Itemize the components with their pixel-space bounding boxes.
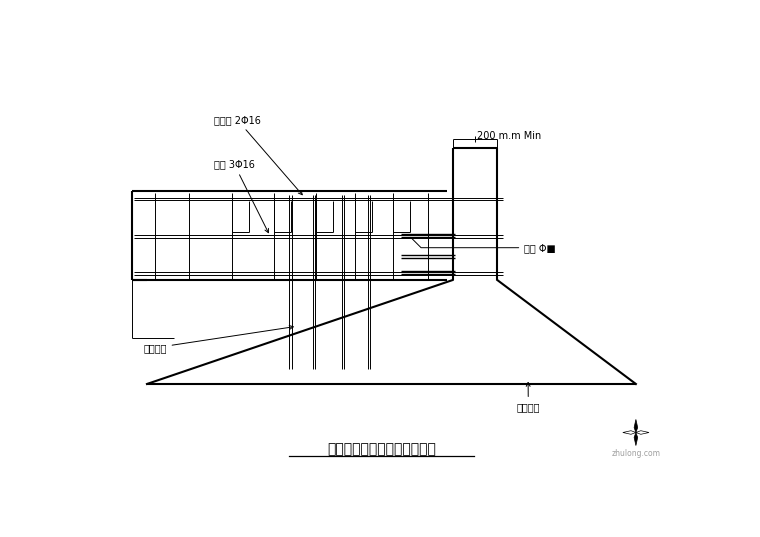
Text: 腰筋 3Φ16: 腰筋 3Φ16 [214, 159, 268, 233]
Text: zhulong.com: zhulong.com [611, 449, 660, 458]
Text: 上下筋 2Φ16: 上下筋 2Φ16 [214, 115, 302, 195]
Polygon shape [622, 431, 636, 434]
Polygon shape [634, 432, 638, 446]
Text: 新地梁与原基础连接节点详图: 新地梁与原基础连接节点详图 [328, 442, 436, 456]
Polygon shape [634, 419, 638, 432]
Bar [109, 76, 663, 426]
Polygon shape [636, 431, 649, 434]
Text: 孔洞 Φ■: 孔洞 Φ■ [410, 237, 556, 253]
Text: 箍筋生根: 箍筋生根 [143, 325, 293, 353]
Text: 200 m.m Min: 200 m.m Min [477, 130, 542, 141]
Text: 原有基础: 原有基础 [517, 382, 540, 412]
